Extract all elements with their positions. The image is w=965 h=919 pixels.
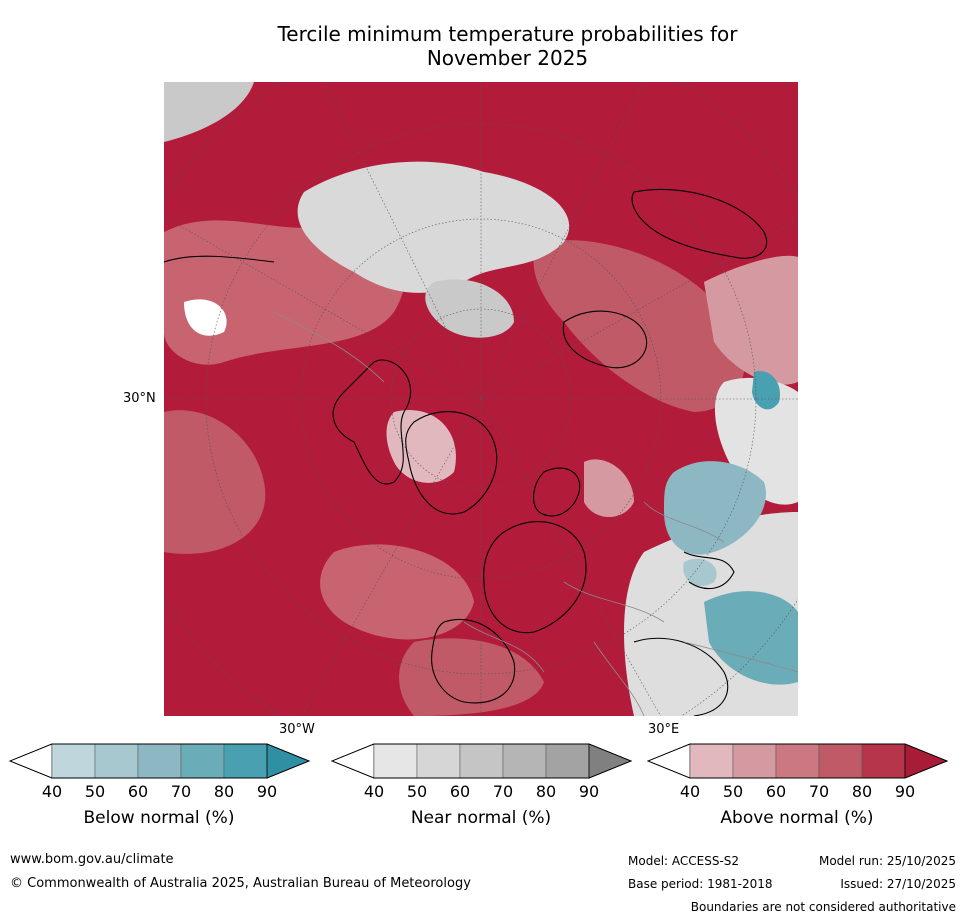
issued-text: Issued: 27/10/2025: [840, 877, 956, 891]
colorbar-bin: [818, 743, 863, 779]
chart-title: Tercile minimum temperature probabilitie…: [0, 22, 965, 70]
colorbar-outline: [8, 743, 310, 779]
colorbar-bin: [223, 743, 268, 779]
lon-label-30e: 30°E: [648, 722, 680, 737]
copyright-text: © Commonwealth of Australia 2025, Austra…: [10, 876, 471, 891]
colorbar-extend-low: [8, 743, 53, 779]
colorbar-bin: [689, 743, 734, 779]
colorbar-tick-label: 60: [127, 782, 149, 801]
near-normal-region: [297, 161, 570, 293]
colorbar-tick-label: 90: [256, 782, 278, 801]
colorbar-tick-label: 80: [213, 782, 235, 801]
colorbar-bin: [180, 743, 225, 779]
title-line-1: Tercile minimum temperature probabilitie…: [277, 22, 738, 46]
colorbar-tick-label: 50: [722, 782, 744, 801]
model-text: Model: ACCESS-S2: [628, 854, 740, 868]
colorbar-tick-label: 50: [84, 782, 106, 801]
colorbar-tick-label: 70: [492, 782, 514, 801]
moderate-above-region: [399, 638, 544, 716]
disclaimer-text: Boundaries are not considered authoritat…: [690, 900, 956, 914]
near-normal-region: [164, 82, 254, 142]
colorbar-bin: [94, 743, 139, 779]
colorbar-bin: [545, 743, 590, 779]
colorbar-bin: [502, 743, 547, 779]
below-normal-region: [704, 591, 798, 685]
weak-above-region: [584, 459, 634, 517]
colorbar-bin: [373, 743, 418, 779]
colorbar-tick-label: 40: [363, 782, 385, 801]
near-normal-region: [425, 279, 514, 338]
below-normal-region: [683, 558, 717, 586]
base-period-text: Base period: 1981-2018: [628, 877, 773, 891]
below-normal-region: [664, 461, 766, 555]
legend-label-below: Below normal (%): [83, 808, 235, 828]
graticule: [164, 82, 798, 716]
colorbar-extend-high: [266, 743, 310, 779]
colorbar-bin: [137, 743, 182, 779]
colorbar-above: [646, 743, 948, 779]
colorbar-extend-high: [588, 743, 632, 779]
colorbar-bin: [459, 743, 504, 779]
colorbar-outline: [330, 743, 632, 779]
colorbar-tick-label: 40: [41, 782, 63, 801]
legend-label-above: Above normal (%): [720, 808, 874, 828]
colorbar-extend-low: [330, 743, 375, 779]
colorbar-near: [330, 743, 632, 779]
model-run-text: Model run: 25/10/2025: [818, 854, 956, 868]
colorbar-tick-label: 90: [578, 782, 600, 801]
legend-label-near: Near normal (%): [410, 808, 552, 828]
colorbar-extend-low: [646, 743, 691, 779]
colorbar-bin: [861, 743, 906, 779]
country-borders: [273, 311, 798, 716]
colorbar-tick-label: 40: [679, 782, 701, 801]
colorbar-tick-label: 80: [851, 782, 873, 801]
colorbar-extend-high: [904, 743, 948, 779]
coastlines: [164, 188, 768, 716]
colorbar-bin: [775, 743, 820, 779]
colorbar-tick-label: 60: [765, 782, 787, 801]
colorbar-tick-label: 80: [535, 782, 557, 801]
colorbar-bin: [732, 743, 777, 779]
moderate-above-region: [164, 410, 266, 554]
colorbar-tick-label: 70: [808, 782, 830, 801]
colorbar-tick-label: 70: [170, 782, 192, 801]
website-link[interactable]: www.bom.gov.au/climate: [10, 852, 174, 867]
colorbar-outline: [646, 743, 948, 779]
colorbar-tick-label: 90: [894, 782, 916, 801]
weak-above-region: [386, 410, 456, 483]
colorbar-bin: [51, 743, 96, 779]
probability-map: [164, 82, 798, 716]
lat-label-30n: 30°N: [123, 391, 156, 406]
colorbar-tick-label: 50: [406, 782, 428, 801]
colorbar-bin: [416, 743, 461, 779]
colorbar-tick-label: 60: [449, 782, 471, 801]
below-normal-region: [752, 371, 780, 410]
lon-label-30w: 30°W: [279, 722, 315, 737]
colorbar-below: [8, 743, 310, 779]
moderate-above-region: [704, 255, 798, 385]
weak-above-region: [184, 299, 227, 336]
title-line-2: November 2025: [426, 46, 589, 70]
